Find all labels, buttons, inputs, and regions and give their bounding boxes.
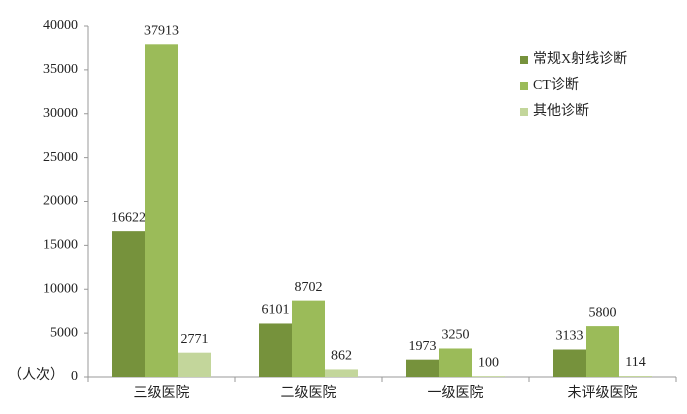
bar bbox=[259, 323, 292, 377]
bar bbox=[145, 44, 178, 378]
bar bbox=[325, 369, 358, 377]
y-tick-label: 5000 bbox=[50, 325, 78, 340]
data-label: 37913 bbox=[144, 24, 179, 39]
data-label: 1973 bbox=[409, 339, 437, 354]
y-tick-label: 15000 bbox=[43, 238, 78, 253]
bar bbox=[178, 352, 211, 377]
data-label: 5800 bbox=[589, 305, 617, 320]
y-axis-label: （人次） bbox=[8, 367, 64, 383]
y-tick-label: 10000 bbox=[43, 281, 78, 296]
data-label: 862 bbox=[331, 349, 352, 364]
legend-label: CT诊断 bbox=[533, 77, 579, 93]
bar bbox=[553, 349, 586, 377]
x-tick-label: 一级医院 bbox=[428, 385, 484, 401]
bar bbox=[586, 326, 619, 377]
legend-swatch bbox=[520, 56, 528, 64]
y-tick-label: 0 bbox=[71, 369, 78, 384]
bar bbox=[112, 231, 145, 377]
data-label: 3133 bbox=[556, 329, 584, 344]
bar bbox=[439, 348, 472, 377]
data-label: 114 bbox=[625, 355, 645, 370]
x-tick-label: 未评级医院 bbox=[568, 385, 638, 401]
legend-swatch bbox=[520, 108, 528, 116]
data-label: 8702 bbox=[295, 280, 323, 295]
x-tick-label: 二级医院 bbox=[281, 385, 337, 401]
y-tick-label: 20000 bbox=[43, 194, 78, 209]
x-tick-label: 三级医院 bbox=[134, 385, 190, 401]
bar bbox=[472, 376, 505, 377]
y-tick-label: 25000 bbox=[43, 150, 78, 165]
data-label: 100 bbox=[478, 355, 499, 370]
y-tick-label: 35000 bbox=[43, 62, 78, 77]
legend-label: 常规X射线诊断 bbox=[533, 51, 627, 67]
data-label: 16622 bbox=[111, 210, 146, 225]
data-label: 2771 bbox=[181, 332, 209, 347]
bar bbox=[406, 359, 439, 377]
data-label: 3250 bbox=[442, 328, 470, 343]
bar bbox=[619, 375, 652, 377]
bar bbox=[292, 300, 325, 377]
y-tick-label: 40000 bbox=[43, 18, 78, 33]
legend-label: 其他诊断 bbox=[533, 103, 589, 119]
legend-swatch bbox=[520, 82, 528, 90]
y-tick-label: 30000 bbox=[43, 106, 78, 121]
data-label: 6101 bbox=[262, 303, 290, 318]
